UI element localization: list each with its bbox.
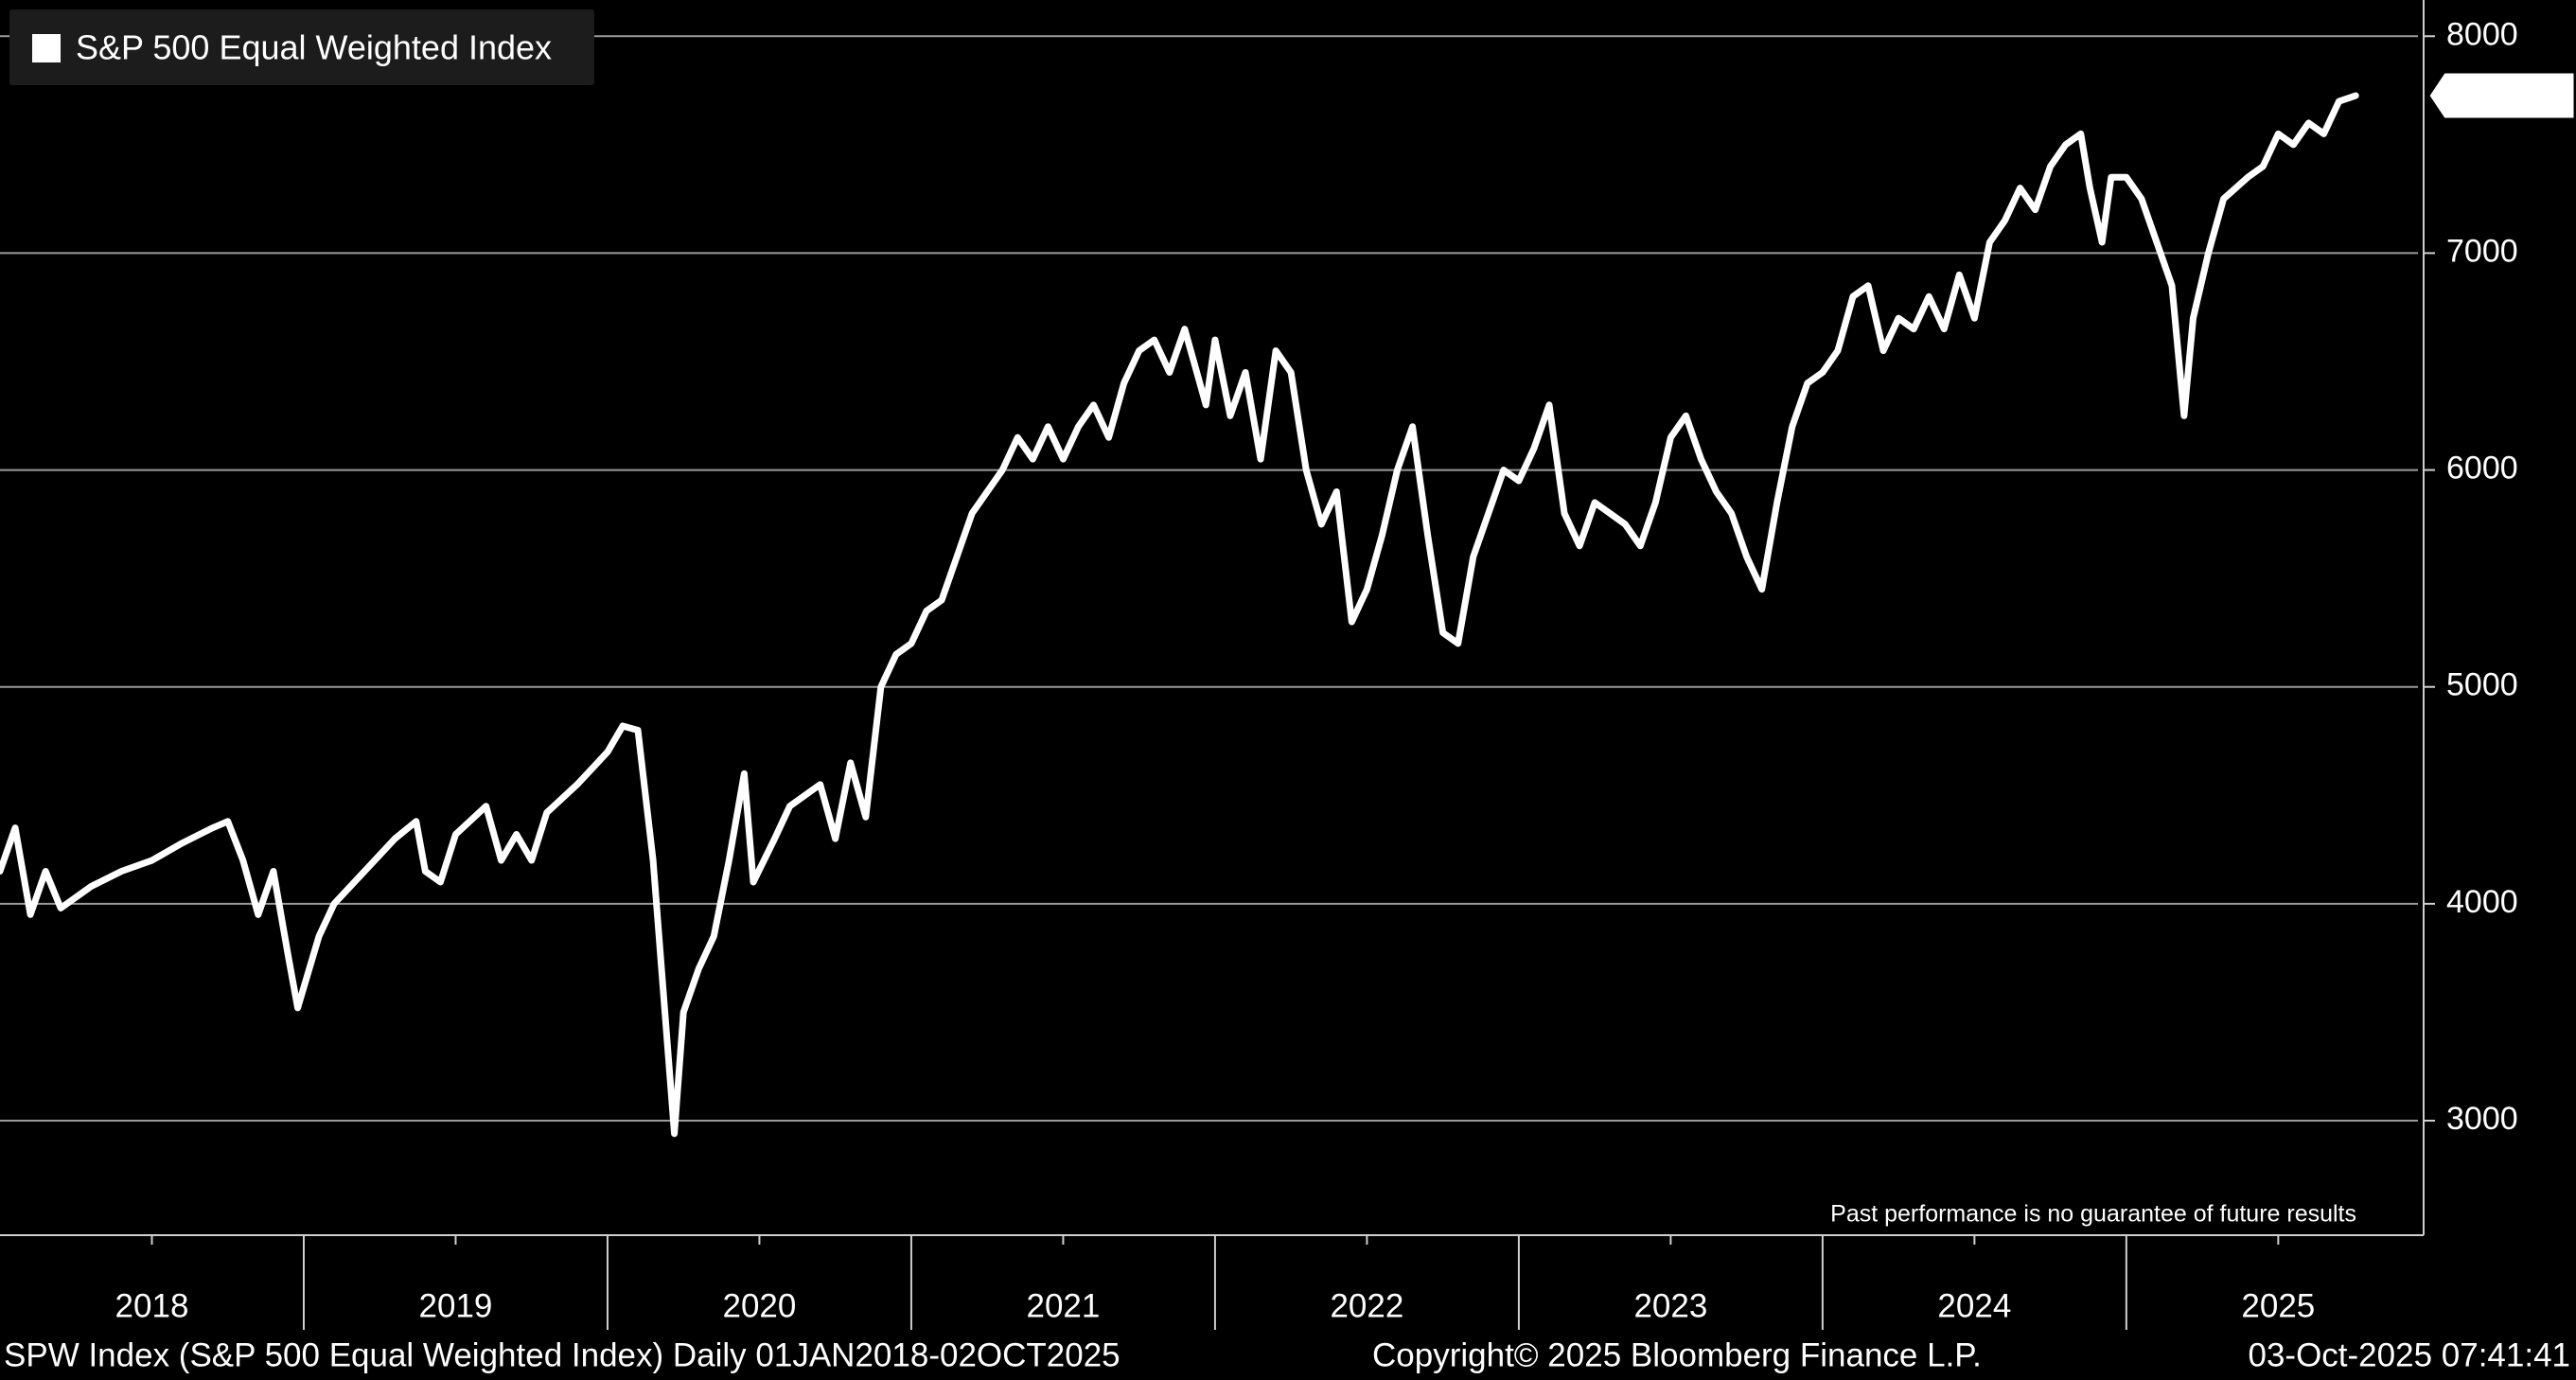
legend: S&P 500 Equal Weighted Index	[9, 9, 594, 85]
legend-box	[9, 9, 594, 85]
y-tick-label: 4000	[2446, 884, 2518, 920]
timestamp: 03-Oct-2025 07:41:41	[2248, 1336, 2570, 1373]
x-tick-label: 2022	[1330, 1287, 1403, 1324]
y-tick-label: 3000	[2446, 1101, 2518, 1137]
x-tick-label: 2020	[723, 1287, 797, 1324]
last-value-label: 7726.02	[2461, 77, 2570, 111]
x-tick-label: 2019	[419, 1287, 493, 1324]
source: SPW Index (S&P 500 Equal Weighted Index)…	[4, 1336, 1120, 1373]
note: Past performance is no guarantee of futu…	[1830, 1201, 2356, 1228]
x-tick-label: 2018	[115, 1287, 189, 1324]
y-tick-label: 6000	[2446, 451, 2518, 487]
x-tick-label: 2025	[2241, 1287, 2315, 1324]
y-tick-label: 8000	[2446, 16, 2518, 52]
x-tick-label: 2021	[1026, 1287, 1100, 1324]
x-tick-label: 2024	[1937, 1287, 2011, 1324]
legend-swatch	[32, 34, 61, 62]
y-tick-label: 5000	[2446, 667, 2518, 703]
series-line	[0, 92, 2359, 1138]
legend-label: S&P 500 Equal Weighted Index	[76, 28, 552, 67]
x-tick-label: 2023	[1633, 1287, 1707, 1324]
copyright: Copyright© 2025 Bloomberg Finance L.P.	[1372, 1336, 1982, 1373]
y-tick-label: 7000	[2446, 233, 2518, 269]
last-value-tag	[2428, 72, 2575, 119]
